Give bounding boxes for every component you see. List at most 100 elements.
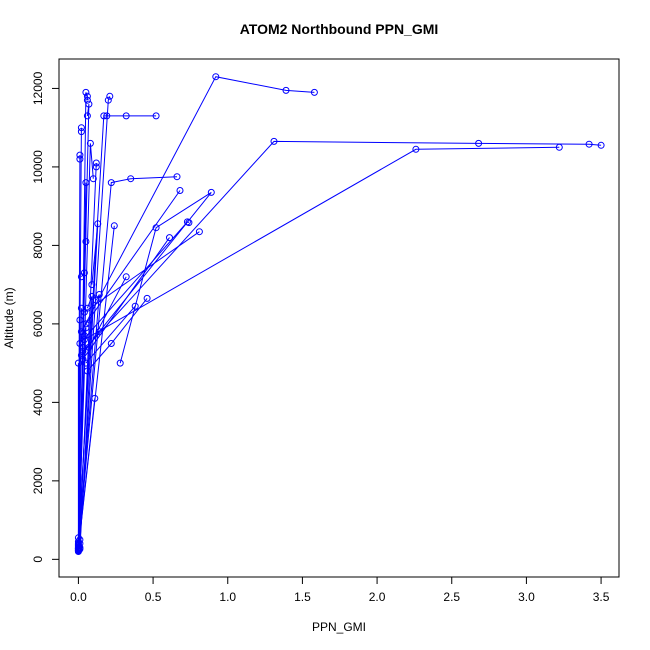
data-point	[77, 128, 85, 136]
data-point	[89, 175, 97, 183]
y-tick-label: 6000	[31, 310, 45, 337]
data-point	[77, 351, 85, 359]
x-tick-label: 0.5	[145, 590, 162, 604]
series-line	[87, 298, 148, 372]
data-point	[85, 100, 93, 108]
x-tick-label: 2.0	[369, 590, 386, 604]
data-point	[597, 141, 605, 149]
series-line	[82, 237, 170, 360]
series-line	[85, 305, 136, 364]
series-line	[79, 223, 99, 550]
x-axis-label: PPN_GMI	[312, 620, 366, 634]
data-point	[82, 179, 90, 187]
data-point	[76, 340, 84, 347]
data-point	[77, 273, 85, 281]
data-point	[82, 320, 90, 328]
series-line	[77, 176, 178, 548]
data-point	[77, 124, 85, 132]
y-tick-label: 8000	[31, 232, 45, 259]
profile-series	[85, 273, 130, 351]
data-series	[74, 73, 605, 555]
data-point	[82, 88, 90, 96]
data-point	[82, 359, 90, 367]
series-line	[77, 143, 94, 551]
series-line	[77, 398, 96, 549]
data-point	[310, 88, 318, 96]
series-line	[82, 140, 602, 352]
data-point	[412, 145, 420, 153]
data-point	[110, 222, 118, 230]
series-line	[88, 276, 127, 348]
y-tick-label: 12000	[31, 71, 45, 105]
data-point	[80, 308, 88, 316]
data-point	[212, 73, 220, 81]
data-point	[79, 347, 87, 355]
data-point	[74, 359, 82, 367]
data-point	[83, 367, 91, 375]
profile-series	[80, 228, 203, 316]
data-point	[77, 328, 85, 336]
data-point	[106, 92, 114, 100]
series-line	[84, 146, 560, 341]
data-point	[88, 292, 96, 300]
data-point	[88, 281, 96, 289]
data-point	[270, 137, 278, 145]
data-point	[555, 143, 563, 151]
y-tick-label: 4000	[31, 389, 45, 416]
data-point	[94, 220, 102, 228]
data-point	[82, 238, 90, 245]
data-point	[76, 155, 84, 163]
series-line	[79, 221, 190, 344]
data-point	[104, 96, 112, 104]
data-point	[92, 163, 100, 171]
data-point	[207, 188, 215, 196]
y-tick-label: 0	[31, 556, 45, 563]
profile-series	[83, 294, 151, 375]
data-point	[185, 219, 193, 227]
data-point	[282, 86, 290, 94]
x-tick-label: 1.5	[294, 590, 311, 604]
profile-series	[79, 137, 605, 355]
data-point	[166, 234, 173, 242]
series-line	[80, 76, 315, 332]
data-point	[122, 273, 130, 281]
data-point	[83, 96, 91, 104]
y-tick-label: 10000	[31, 150, 45, 184]
x-tick-label: 0.0	[70, 590, 87, 604]
data-point	[76, 316, 84, 324]
profile-series	[77, 73, 318, 336]
profile-series	[82, 302, 139, 367]
series-line	[85, 190, 181, 325]
x-axis: 0.0 0.5 1.0 1.5 2.0 2.5 3.0 3.5	[70, 576, 610, 604]
data-point	[585, 140, 593, 148]
x-tick-label: 3.5	[593, 590, 610, 604]
data-point	[92, 159, 100, 167]
data-point	[80, 336, 88, 344]
data-point	[107, 340, 115, 347]
data-point	[76, 151, 84, 159]
data-point	[173, 173, 181, 181]
data-point	[195, 228, 203, 236]
data-point	[475, 139, 483, 147]
series-line	[77, 296, 93, 551]
data-point	[100, 112, 108, 120]
data-point	[107, 179, 115, 187]
data-point	[83, 92, 91, 100]
data-point	[86, 139, 94, 147]
data-point	[91, 394, 99, 402]
chart-title: ATOM2 Northbound PPN_GMI	[240, 21, 439, 37]
data-point	[143, 294, 151, 302]
series-line	[84, 231, 200, 313]
data-point	[127, 175, 135, 183]
x-tick-label: 1.0	[219, 590, 236, 604]
data-point	[176, 187, 184, 194]
data-point	[116, 359, 124, 367]
data-point	[74, 545, 82, 553]
data-point	[131, 302, 139, 310]
profile-series	[80, 143, 563, 344]
x-tick-label: 3.0	[518, 590, 535, 604]
series-line	[77, 347, 84, 550]
y-axis: 0 2000 4000 6000 8000 10000 12000	[31, 71, 60, 563]
